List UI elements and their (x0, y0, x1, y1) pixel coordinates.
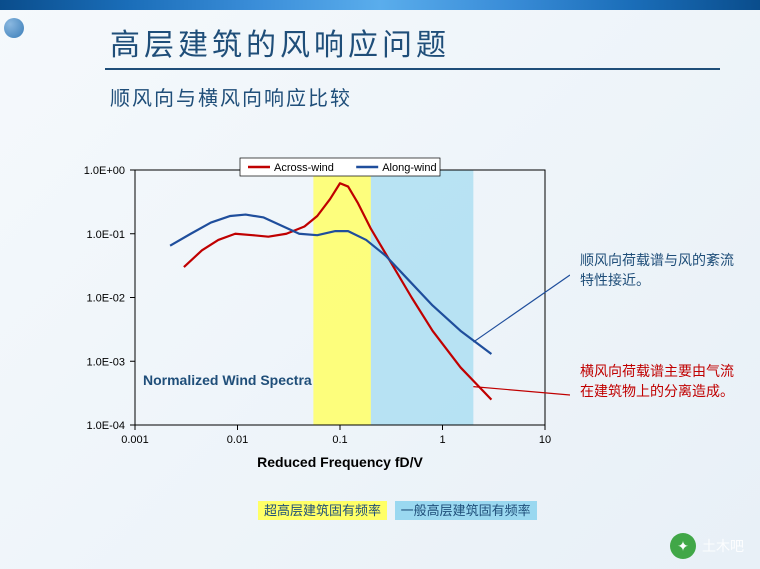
annotation-along-wind: 顺风向荷载谱与风的紊流特性接近。 (580, 252, 740, 291)
svg-text:Normalized Wind Spectra: Normalized Wind Spectra (143, 372, 312, 388)
svg-text:1.0E-04: 1.0E-04 (86, 420, 125, 432)
watermark-text: 土木吧 (702, 536, 744, 556)
annotation-across-wind: 横风向荷载谱主要由气流在建筑物上的分离造成。 (580, 363, 745, 402)
legend-highrise: 一般高层建筑固有频率 (395, 501, 537, 520)
svg-text:1.0E-03: 1.0E-03 (86, 356, 125, 368)
svg-text:0.001: 0.001 (121, 434, 149, 446)
svg-text:Along-wind: Along-wind (382, 162, 436, 174)
svg-text:Across-wind: Across-wind (274, 162, 334, 174)
title-underline (105, 68, 720, 70)
svg-text:1: 1 (439, 434, 445, 446)
svg-text:1.0E+00: 1.0E+00 (84, 165, 125, 177)
top-gradient-bar (0, 0, 760, 10)
svg-text:0.1: 0.1 (332, 434, 347, 446)
wind-spectra-chart: 0.001 0.01 0.1 1 10 1.0E-04 1.0E-03 1.0E-02 1.0E… (40, 150, 570, 520)
page-title: 高层建筑的风响应问题 (110, 20, 760, 64)
decorative-dot (4, 18, 24, 38)
bottom-legend: 超高层建筑固有频率 一般高层建筑固有频率 (258, 500, 537, 519)
wechat-icon: ✦ (670, 533, 696, 559)
legend-super-highrise: 超高层建筑固有频率 (258, 501, 387, 520)
svg-text:Reduced Frequency fD/V: Reduced Frequency fD/V (257, 454, 423, 470)
chart-container: 0.001 0.01 0.1 1 10 1.0E-04 1.0E-03 1.0E-02 1.0E… (40, 150, 570, 520)
svg-text:1.0E-02: 1.0E-02 (86, 293, 125, 305)
svg-text:1.0E-01: 1.0E-01 (86, 229, 125, 241)
watermark: ✦ 土木吧 (670, 533, 744, 559)
page-subtitle: 顺风向与横风向响应比较 (110, 82, 760, 111)
svg-text:0.01: 0.01 (227, 434, 248, 446)
svg-text:10: 10 (539, 434, 551, 446)
